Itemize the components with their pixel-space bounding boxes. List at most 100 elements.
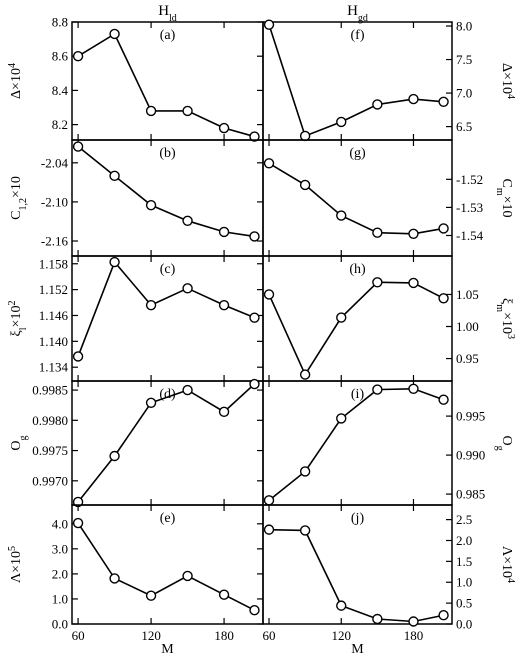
y-tick-label: 1.05: [456, 287, 479, 302]
data-point: [145, 397, 157, 408]
column-title-subscript: gd: [358, 13, 368, 24]
series-line: [77, 383, 256, 503]
data-point: [145, 299, 157, 311]
y-tick-label: 0.9975: [32, 443, 68, 458]
data-point: [109, 573, 120, 584]
data-point: [263, 524, 275, 535]
y-tick-label: -2.10: [41, 194, 68, 209]
column-title-1: Hld: [158, 3, 177, 24]
y-tick-label: -1.52: [456, 172, 483, 187]
panel-letter: (b): [159, 146, 176, 161]
data-point: [299, 179, 311, 191]
y-tick-label: 0.9970: [32, 473, 68, 488]
y-axis-label: Λ×105: [7, 546, 25, 583]
panel-a: 8.2 8.4 8.6 8.8 (a) Δ×104: [7, 15, 264, 142]
y-tick-label: 0.995: [456, 409, 485, 424]
data-point: [372, 227, 383, 238]
y-axis-label-base: ξ: [9, 330, 24, 336]
panel-c: 1.134 1.140 1.146 1.152 1.158 (c) ξl×102: [7, 255, 264, 382]
data-point: [438, 96, 449, 107]
y-axis-label-base: C: [499, 178, 514, 187]
y-tick-label: 0.0: [52, 617, 68, 632]
data-point: [438, 223, 449, 234]
y-axis-label-base: Δ×10: [499, 63, 514, 94]
y-axis-label: Δ×104: [499, 63, 517, 99]
data-point: [109, 256, 120, 268]
y-axis-label-base: O: [9, 440, 24, 450]
data-point: [109, 28, 120, 40]
y-axis-label-base: ξ: [499, 298, 514, 304]
y-tick-label: 1.152: [39, 282, 68, 297]
panel-letter: (d): [159, 387, 176, 402]
panel-d: 0.9970 0.9975 0.9980 0.9985 (d) Og: [9, 378, 264, 508]
y-tick-label: 1.0: [456, 575, 472, 590]
panel-i: 0.985 0.990 0.995 (i) Og: [262, 380, 514, 506]
data-point: [263, 495, 275, 506]
y-tick-label: 1.5: [456, 554, 472, 569]
y-axis-label-superscript: 2: [7, 301, 18, 306]
y-tick-label: -1.53: [456, 200, 483, 215]
data-point: [336, 210, 347, 221]
data-point: [218, 299, 230, 311]
data-point: [182, 384, 193, 396]
data-point: [372, 384, 383, 395]
y-axis-label-superscript: 4: [506, 94, 517, 99]
y-axis-label-base: Λ×10: [9, 551, 24, 583]
data-point: [263, 289, 275, 300]
x-tick-label: 180: [404, 628, 424, 643]
y-tick-label: 4.0: [52, 516, 68, 531]
column-title-base: H: [347, 3, 358, 19]
column-title-base: H: [158, 3, 169, 19]
y-axis-label: Λ×104: [499, 546, 517, 583]
y-tick-label: 0.5: [456, 596, 472, 611]
data-point: [372, 613, 383, 625]
y-axis-label-tail: ×10: [9, 176, 24, 198]
y-tick-label: 2.0: [52, 566, 68, 581]
data-point: [372, 99, 383, 110]
data-point: [408, 616, 419, 627]
y-axis-label-superscript: 3: [506, 334, 517, 339]
y-axis-label-subscript: m: [495, 188, 506, 196]
y-axis-label-base: O: [499, 435, 514, 445]
data-point: [72, 51, 84, 62]
column-title-2: Hgd: [347, 3, 368, 24]
panel-f: 6.5 7.0 7.5 8.0 (f) Δ×104: [262, 19, 517, 142]
data-point: [249, 605, 260, 616]
data-point: [182, 105, 193, 117]
y-axis-label-superscript: 4: [7, 63, 18, 68]
panel-b: -2.04 -2.10 -2.16 (b) C1,2×10: [9, 139, 264, 257]
y-tick-label: 8.4: [52, 83, 69, 98]
y-axis-label-superscript: 4: [506, 578, 517, 583]
data-point: [72, 141, 84, 152]
y-axis-label-subscript: g: [495, 446, 506, 451]
panel-letter: (c): [160, 262, 176, 277]
y-axis-label: ξl×102: [7, 301, 29, 337]
y-tick-label: 3.0: [52, 541, 68, 556]
data-point: [438, 610, 449, 621]
data-point: [72, 351, 84, 362]
panel-letter: (g): [349, 146, 366, 161]
series-line: [268, 387, 444, 501]
panel-letter: (j): [351, 511, 365, 526]
panel-letter: (f): [351, 28, 365, 43]
data-point: [218, 122, 230, 134]
y-tick-label: 1.158: [39, 256, 68, 271]
data-point: [438, 293, 449, 304]
data-point: [408, 277, 419, 289]
data-point: [249, 131, 260, 142]
data-point: [182, 570, 193, 582]
y-tick-label: 8.0: [456, 19, 472, 34]
data-point: [299, 369, 311, 380]
data-point: [218, 589, 230, 600]
y-tick-label: 0.95: [456, 351, 479, 366]
data-point: [408, 383, 419, 394]
y-axis-label: Og: [9, 435, 29, 450]
y-tick-label: 2.0: [456, 533, 472, 548]
data-point: [249, 312, 260, 323]
data-point: [72, 517, 84, 529]
x-tick-label: 60: [72, 628, 85, 643]
data-point: [372, 277, 383, 288]
y-axis-label-subscript: g: [18, 435, 29, 440]
y-axis-label: C1,2×10: [9, 176, 29, 220]
